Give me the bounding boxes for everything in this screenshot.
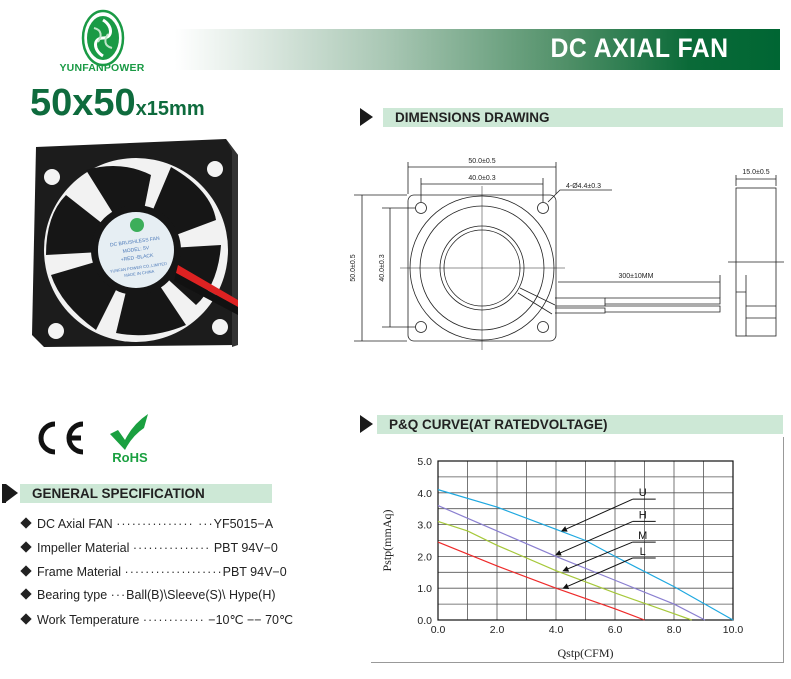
spec-row: DC Axial FAN ··············· ···YF5015−A [20, 517, 274, 531]
photo-label-5: MADE IN CHINA [124, 269, 155, 278]
x-tick-label: 2.0 [490, 624, 505, 636]
spec-row: Work Temperature ············ −10℃ −− 70… [20, 612, 294, 627]
spec-dots: ············ [142, 613, 205, 627]
spec-dots: ··············· ··· [116, 517, 214, 531]
dimensions-drawing: 50.0±0.5 40.0±0.3 4-Ø4.4±0.3 50.0±0.5 40… [350, 158, 784, 350]
y-tick-label: 3.0 [417, 520, 432, 532]
yunfanpower-logo [81, 9, 125, 67]
series-line-H [437, 504, 706, 621]
header-band [175, 29, 780, 70]
spec-row: Bearing type ···Ball(B)\Sleeve(S)\ Hype(… [20, 588, 276, 602]
diamond-bullet-icon [20, 541, 32, 553]
spec-dots: ··· [110, 588, 127, 602]
dim-width-inner: 40.0±0.3 [468, 175, 495, 182]
y-tick-label: 5.0 [417, 456, 432, 468]
spec-value: PBT 94V−0 [222, 565, 287, 579]
diamond-bullet-icon [20, 565, 32, 577]
y-tick-label: 4.0 [417, 488, 432, 500]
x-tick-label: 0.0 [431, 624, 446, 636]
series-line-L [437, 541, 645, 621]
spec-value: YF5015−A [213, 517, 274, 531]
size-suffix: x15mm [135, 98, 205, 120]
spec-label: Frame Material [37, 565, 122, 579]
dim-depth: 15.0±0.5 [742, 169, 769, 176]
section-dimensions: DIMENSIONS DRAWING [383, 108, 783, 127]
diamond-bullet-icon [20, 517, 32, 529]
annotation-label-M: M [638, 530, 647, 542]
plot-border [437, 460, 734, 621]
annotation-arrow [555, 520, 633, 556]
annotation-label-H: H [639, 509, 647, 521]
spec-value: Ball(B)\Sleeve(S)\ Hype(H) [126, 588, 276, 602]
x-tick-label: 10.0 [723, 624, 744, 636]
spec-value: PBT 94V−0 [213, 541, 278, 555]
y-axis-label: Pstp(mmAq) [380, 509, 394, 571]
x-tick-label: 4.0 [549, 624, 564, 636]
diamond-bullet-icon [20, 588, 32, 600]
spec-label: Work Temperature [37, 613, 140, 627]
spec-row: Impeller Material ··············· PBT 94… [20, 541, 278, 555]
spec-label: Impeller Material [37, 541, 130, 555]
dim-hole: 4-Ø4.4±0.3 [566, 183, 601, 190]
photo-label-2: MODEL: 5V [122, 245, 150, 255]
x-axis-label: Qstp(CFM) [557, 646, 613, 660]
rohs-text: RoHS [112, 450, 148, 464]
y-tick-label: 2.0 [417, 551, 432, 563]
spec-dots: ··················· [124, 565, 223, 579]
page-title: DC AXIAL FAN [550, 33, 729, 63]
x-tick-label: 8.0 [667, 624, 682, 636]
section-arrow-icon [6, 484, 18, 502]
chart-frame [371, 437, 784, 663]
dim-width-outer: 50.0±0.5 [468, 158, 495, 165]
section-general: GENERAL SPECIFICATION [20, 484, 272, 503]
annotation-label-L: L [640, 546, 646, 558]
spec-row: Frame Material ···················PBT 94… [20, 565, 287, 579]
x-tick-label: 6.0 [608, 624, 623, 636]
annotation-arrow [562, 557, 633, 589]
section-bar [2, 484, 6, 503]
size-main: 50x50 [30, 82, 136, 124]
spec-label: DC Axial FAN [37, 517, 113, 531]
rohs-mark-icon: RoHS [110, 414, 148, 464]
section-arrow-icon [360, 108, 373, 126]
y-tick-label: 0.0 [417, 615, 432, 627]
photo-label-3: +RED -BLACK [120, 253, 154, 264]
annotation-arrow [560, 498, 633, 532]
pq-curve-chart: 0.0 2.0 4.0 6.0 8.0 10.0 0.0 1.0 2.0 3.0 4.0 5.0 Qst… [380, 456, 744, 660]
spec-dots: ··············· [132, 541, 211, 555]
spec-label: Bearing type [37, 588, 108, 602]
brand-name: YUNFANPOWER [59, 62, 145, 74]
section-pq-curve: P&Q CURVE(AT RATEDVOLTAGE) [377, 415, 783, 434]
section-arrow-icon [360, 415, 373, 433]
ce-mark-icon: CE [38, 421, 84, 455]
series-line-U [437, 489, 734, 621]
size-title: 50x50x15mm [30, 82, 205, 125]
dim-height-inner: 40.0±0.3 [379, 254, 386, 281]
diamond-bullet-icon [20, 613, 32, 625]
fan-photo: DC BRUSHLESS FAN MODEL: 5V +RED -BLACK Y… [32, 139, 238, 347]
dim-height-outer: 50.0±0.5 [350, 254, 357, 281]
y-tick-label: 1.0 [417, 583, 432, 595]
annotation-label-U: U [639, 487, 647, 499]
annotation-arrow [562, 541, 633, 572]
dim-lead: 300±10MM [619, 273, 654, 280]
series-line-M [437, 520, 692, 621]
spec-value: −10℃ −− 70℃ [208, 613, 294, 627]
